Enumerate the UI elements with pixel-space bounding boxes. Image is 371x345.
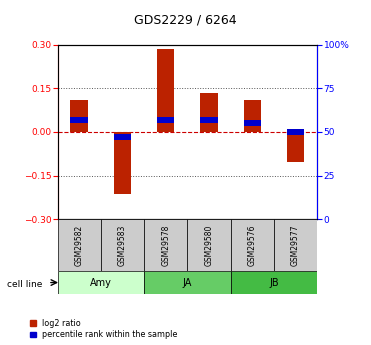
Text: GSM29578: GSM29578 [161, 224, 170, 266]
Text: GSM29576: GSM29576 [248, 224, 257, 266]
Bar [114, 134, 131, 140]
Bar [231, 219, 274, 271]
Legend: log2 ratio, percentile rank within the sample: log2 ratio, percentile rank within the s… [30, 319, 177, 339]
Bar [144, 271, 231, 294]
Bar [244, 100, 261, 132]
Bar [58, 271, 144, 294]
Bar [144, 219, 187, 271]
Text: GSM29582: GSM29582 [75, 224, 83, 266]
Text: GSM29580: GSM29580 [204, 224, 213, 266]
Bar [200, 117, 218, 123]
Text: Amy: Amy [90, 278, 112, 287]
Text: cell line: cell line [7, 280, 43, 289]
Bar [287, 132, 304, 162]
Bar [287, 129, 304, 135]
Bar [274, 219, 317, 271]
Bar [70, 117, 88, 123]
Bar [114, 132, 131, 194]
Bar [58, 219, 101, 271]
Bar [70, 100, 88, 132]
Bar [101, 219, 144, 271]
Bar [200, 93, 218, 132]
Text: JA: JA [183, 278, 192, 287]
Bar [157, 49, 174, 132]
Bar [157, 117, 174, 123]
Bar [187, 219, 231, 271]
Text: JB: JB [269, 278, 279, 287]
Text: GDS2229 / 6264: GDS2229 / 6264 [134, 14, 237, 27]
Bar [231, 271, 317, 294]
Text: GSM29583: GSM29583 [118, 224, 127, 266]
Text: GSM29577: GSM29577 [291, 224, 300, 266]
Bar [244, 120, 261, 127]
